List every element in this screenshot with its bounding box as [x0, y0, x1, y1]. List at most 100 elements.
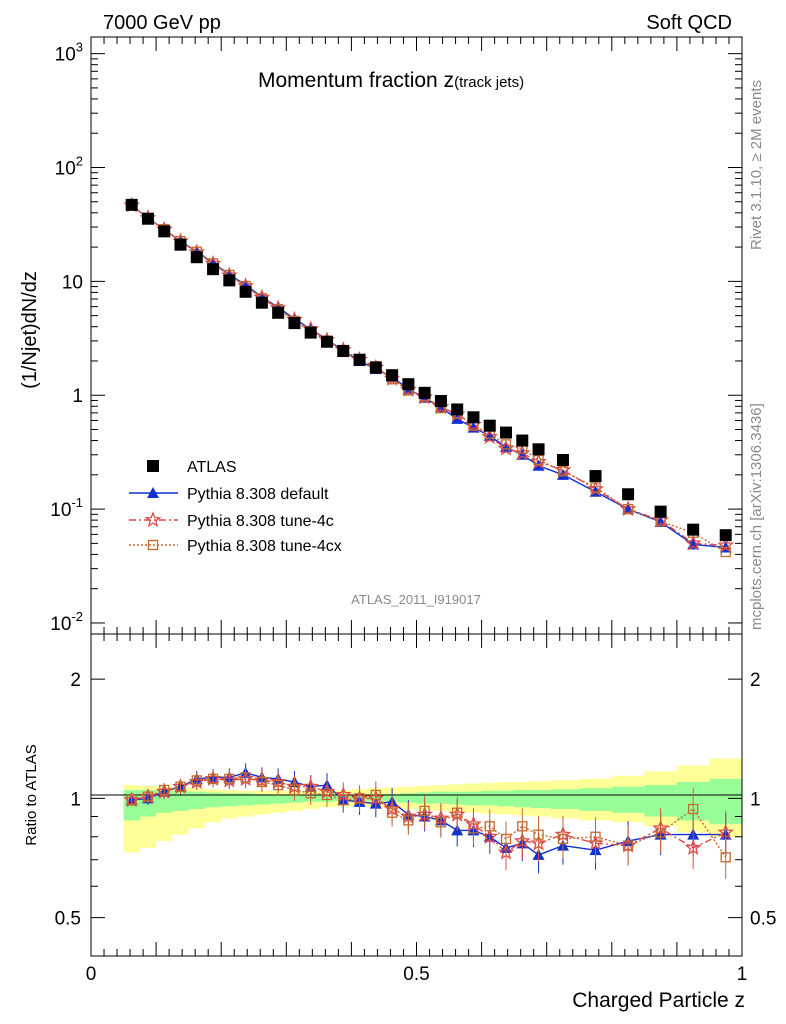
tune4cx-marker — [500, 833, 512, 845]
y-tick-label: 10 — [62, 272, 83, 293]
atlas-marker — [288, 317, 301, 330]
tune4cx-marker — [590, 482, 601, 493]
atlas-marker — [467, 411, 480, 424]
tune4cx-marker — [557, 466, 569, 477]
main-title: Momentum fraction z(track jets) — [258, 69, 524, 92]
tune4cx-marker — [590, 831, 601, 842]
atlas-marker — [386, 369, 399, 382]
ratio-axis-ticks: 2 2 1 1 0.5 0.5 0 0.5 1 — [55, 634, 776, 985]
atlas-marker — [337, 344, 350, 357]
tune4cx-marker — [321, 789, 333, 801]
ratio-ylabel: Ratio to ATLAS — [23, 744, 40, 845]
legend-label: ATLAS — [187, 459, 237, 476]
tune4cx-marker — [386, 807, 398, 818]
y-tick-exp: 2 — [76, 154, 83, 169]
atlas-marker — [158, 225, 171, 238]
mcplots-label: mcplots.cern.ch [arXiv:1306.3436] — [748, 403, 765, 630]
tune4cx-marker — [500, 439, 512, 450]
y-tick-exp: -1 — [71, 495, 83, 510]
tune4cx-marker — [468, 823, 479, 834]
default-marker — [147, 487, 159, 498]
legend-label: Pythia 8.308 tune-4c — [187, 513, 334, 530]
tune4cx-marker — [720, 546, 731, 558]
ratio-y-tick-label-right: 2 — [750, 670, 761, 691]
main-title-sub: (track jets) — [454, 74, 524, 91]
atlas-marker — [174, 238, 187, 251]
x-tick-label: 1 — [737, 964, 748, 985]
uncertainty-band-outer — [123, 758, 743, 853]
legend: ATLAS Pythia 8.308 default Pythia 8.308 tu… — [129, 459, 342, 555]
atlas-marker — [353, 353, 366, 366]
atlas-marker — [483, 419, 496, 432]
tune4cx-marker — [305, 788, 316, 799]
atlas-marker — [516, 434, 529, 447]
tune4cx-marker — [207, 773, 219, 785]
tune4cx-marker — [720, 852, 731, 863]
ratio-y-tick-label-right: 1 — [750, 789, 761, 810]
atlas-marker — [369, 361, 382, 374]
tune4cx-marker — [142, 791, 154, 802]
y-tick-exp: 3 — [76, 40, 83, 55]
ratio-panel: Ratio to ATLAS Charged Particle z 2 2 1 1 0.… — [23, 633, 776, 1012]
atlas-marker — [654, 505, 667, 518]
atlas-marker — [589, 470, 602, 483]
tune4cx-marker — [370, 789, 381, 801]
tune4cx-marker — [435, 817, 447, 828]
atlas-marker — [255, 296, 268, 309]
ratio-y-tick-label: 2 — [70, 670, 81, 691]
rivet-label: Rivet 3.1.10, ≥ 2M events — [748, 80, 765, 250]
ratio-y-tick-label-right: 0.5 — [750, 909, 776, 930]
tune4cx-marker — [354, 793, 365, 804]
series-line-2 — [131, 204, 726, 547]
atlas-marker — [434, 394, 447, 407]
atlas-marker — [190, 251, 203, 264]
tune4cx-marker — [688, 803, 699, 815]
main-panel: (1/Njet)dN/dz Momentum fraction z(track … — [19, 36, 743, 635]
main-ylabel: (1/Njet)dN/dz — [19, 271, 41, 389]
tune4cx-marker — [147, 539, 159, 551]
default-marker — [556, 468, 569, 480]
atlas-marker — [147, 460, 159, 472]
atlas-marker — [207, 263, 220, 276]
header-right: Soft QCD — [646, 12, 732, 34]
header-left: 7000 GeV pp — [103, 12, 221, 34]
y-tick-label: 10-1 — [50, 495, 83, 521]
tune4cx-marker — [452, 807, 463, 818]
x-tick-label: 0.5 — [403, 964, 429, 985]
tune4cx-marker — [419, 805, 430, 817]
tune4cx-marker — [273, 779, 284, 791]
legend-label: Pythia 8.308 tune-4cx — [187, 538, 342, 555]
default-marker — [654, 516, 667, 528]
tune4cx-marker — [484, 821, 495, 832]
watermark: ATLAS_2011_I919017 — [351, 592, 481, 607]
ratio-y-tick-label: 0.5 — [55, 909, 81, 930]
uncertainty-band-inner — [123, 778, 743, 825]
main-title-text: Momentum fraction z — [258, 69, 454, 92]
tune4c-marker — [144, 511, 162, 528]
x-axis-label: Charged Particle z — [572, 989, 745, 1012]
ratio-y-tick-label: 1 — [70, 789, 81, 810]
y-tick-exp: -2 — [71, 609, 83, 624]
y-tick-label: 10-2 — [50, 609, 83, 635]
ratio-series-group — [123, 763, 735, 879]
tune4cx-marker — [622, 503, 634, 515]
tune4cx-marker — [191, 775, 202, 786]
tune4cx-marker — [557, 833, 569, 845]
main-series-group — [123, 196, 735, 558]
atlas-marker — [239, 285, 252, 298]
tune4cx-marker — [622, 840, 634, 851]
tune4cx-marker — [655, 827, 666, 838]
tune4cx-marker — [533, 829, 544, 840]
x-tick-label: 0 — [86, 964, 97, 985]
tune4cx-marker — [533, 454, 544, 466]
tune4cx-marker — [289, 784, 300, 796]
tune4cx-marker — [240, 772, 251, 783]
atlas-marker — [418, 386, 431, 399]
atlas-marker — [402, 378, 415, 391]
atlas-marker — [500, 426, 513, 439]
tune4c-marker — [684, 534, 702, 551]
atlas-marker — [125, 198, 138, 211]
atlas-marker — [451, 403, 464, 416]
ratio-bands — [123, 758, 743, 853]
